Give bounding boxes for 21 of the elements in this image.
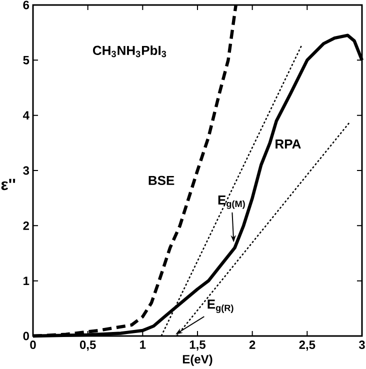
series-label: RPA (276, 140, 301, 148)
y-tick-label: 5 (23, 56, 30, 64)
y-tick-label: 3 (23, 166, 30, 175)
x-tick-label: 0,5 (80, 340, 96, 351)
x-axis-title: E(eV) (182, 354, 212, 366)
x-tick-label: 0 (30, 340, 36, 350)
y-tick-label: 6 (23, 0, 30, 10)
y-axis-title: ε'' (1, 178, 16, 190)
annotation: CH$_{3}$NH$_{3}$PbI$_{3}$ (92, 45, 166, 58)
series-label: BSE (148, 176, 174, 186)
x-tick-label: 2,5 (299, 340, 316, 351)
x-tick-label: 2 (249, 340, 256, 349)
annotation: E$_{g(M)}$ (218, 196, 245, 209)
x-tick-label: 3 (358, 340, 365, 350)
x-tick-label: 1,5 (190, 340, 206, 351)
y-tick-label: 1 (24, 276, 30, 285)
y-tick-label: 2 (23, 221, 29, 230)
x-tick-label: 1 (140, 340, 146, 349)
y-tick-label: 4 (22, 111, 30, 120)
y-tick-label: 0 (23, 332, 29, 340)
annotation: E$_{g(R)}$ (208, 300, 234, 314)
